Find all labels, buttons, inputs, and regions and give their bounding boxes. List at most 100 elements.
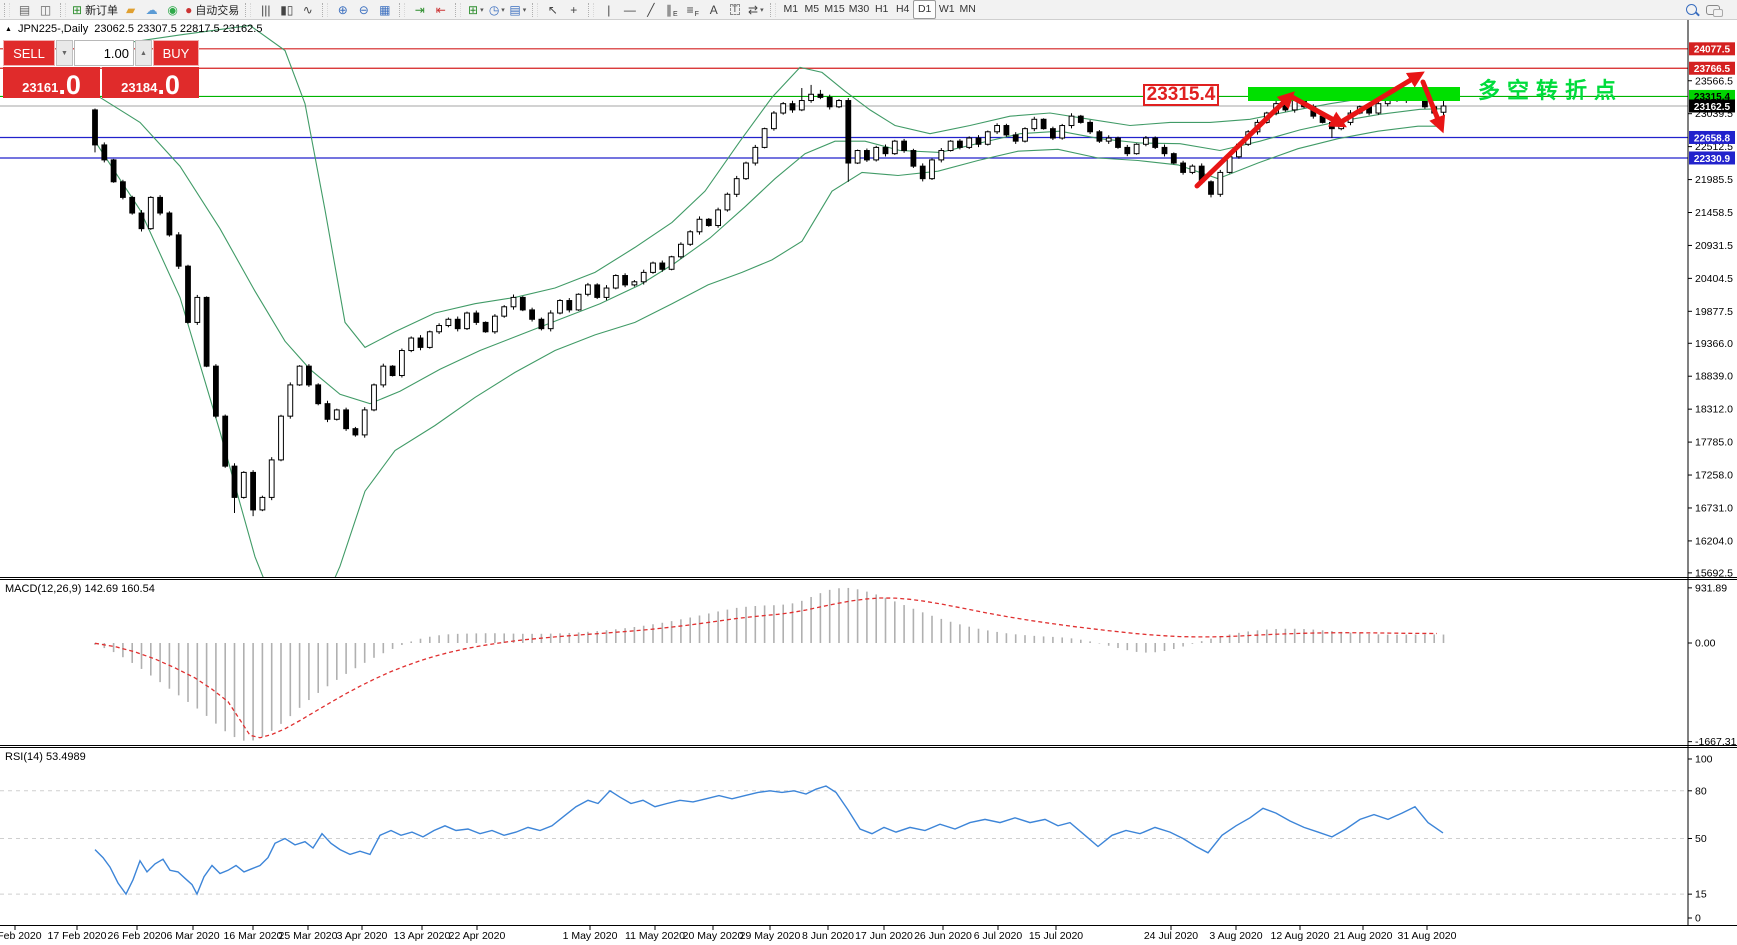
main-toolbar: ▤ ◫ ⊞ 新订单 ▰ ☁ ◉ ● 自动交易 ||| ▮▯ ∿ ⊕ ⊖ ▦ ⇥ ⇤ ⊞ ▾ ◷ ▾ ▤ ▾ ↖ + | — ╱ ∥ E ≡ F… <box>0 0 1737 20</box>
navigator-button[interactable]: ◫ <box>35 1 56 18</box>
chart-symbol-period: JPN225-,Daily <box>17 23 89 35</box>
buy-price-main: 23184 <box>121 79 158 95</box>
horizontal-level-lines[interactable] <box>0 48 1688 159</box>
periods-dropdown-icon[interactable]: ▾ <box>501 6 505 14</box>
sell-button[interactable]: SELL <box>3 40 55 66</box>
zoom-in-button[interactable]: ⊕ <box>332 1 353 18</box>
timeframe-w1-button[interactable]: W1 <box>936 1 957 18</box>
cursor-button[interactable]: ↖ <box>542 1 563 18</box>
eraser-button[interactable]: ▰ <box>120 1 141 18</box>
tile-windows-button[interactable]: ▦ <box>374 1 395 18</box>
candlestick-chart-button[interactable]: ▮▯ <box>276 1 297 18</box>
pivot-annotation-text[interactable]: 多空转折点 <box>1478 78 1624 103</box>
templates-dropdown-icon[interactable]: ▾ <box>522 6 527 14</box>
collapse-marker-icon[interactable]: ▲ <box>5 25 12 33</box>
templates-icon: ▤ <box>509 2 521 17</box>
svg-text:20404.5: 20404.5 <box>1695 273 1733 285</box>
sell-price-main: 23161 <box>22 79 59 95</box>
price-badge-23162.5 <box>1689 99 1735 113</box>
annotation-layer[interactable] <box>1194 71 1460 189</box>
equidistant-channel-button[interactable]: ∥ E <box>661 1 682 19</box>
svg-text:19366.0: 19366.0 <box>1695 338 1733 350</box>
timeframe-m15-button[interactable]: M15 <box>822 1 846 18</box>
svg-text:18312.0: 18312.0 <box>1695 404 1733 416</box>
vertical-line-button[interactable]: | <box>598 1 619 18</box>
add-indicator-dropdown-icon[interactable]: ▾ <box>480 6 484 14</box>
auto-scroll-button[interactable]: ⇥ <box>409 1 430 18</box>
templates-button[interactable]: ▤ ▾ <box>507 1 528 18</box>
svg-text:16 Mar 2020: 16 Mar 2020 <box>224 930 283 942</box>
svg-text:100: 100 <box>1695 754 1713 766</box>
buy-price[interactable]: 23184.0 <box>102 67 199 98</box>
candlestick-chart-icon: ▮▯ <box>280 2 294 17</box>
buy-button[interactable]: BUY <box>153 40 199 66</box>
svg-text:16204.0: 16204.0 <box>1695 535 1733 547</box>
toolbar-grip <box>60 2 66 17</box>
auto-trading-button[interactable]: ● 自动交易 <box>183 1 241 18</box>
arrows-dropdown-icon[interactable]: ▾ <box>760 6 764 14</box>
volume-increase-button[interactable]: ▲ <box>135 40 152 66</box>
chart-list-icon: ▤ <box>18 2 31 17</box>
price-callout-label[interactable]: 23315.4 <box>1143 84 1219 106</box>
resistance-zone <box>1248 87 1460 101</box>
cursor-icon: ↖ <box>547 2 558 17</box>
timeframe-h4-button[interactable]: H4 <box>892 1 913 18</box>
price-badge-24077.5 <box>1689 42 1735 56</box>
periods-button[interactable]: ◷ ▾ <box>486 1 507 18</box>
chart-shift-button[interactable]: ⇤ <box>430 1 451 18</box>
svg-text:25 Mar 2020: 25 Mar 2020 <box>279 930 338 942</box>
search-button[interactable] <box>1681 1 1702 18</box>
rsi-indicator-label: RSI(14) 53.4989 <box>5 751 86 763</box>
toolbar-grip <box>399 2 406 17</box>
text-button[interactable]: A <box>703 1 724 18</box>
volume-decrease-button[interactable]: ▼ <box>56 40 73 66</box>
fibonacci-button[interactable]: ≡ F <box>682 1 703 19</box>
svg-text:22330.9: 22330.9 <box>1694 154 1731 165</box>
price-axis[interactable]: 23566.523039.522512.521985.521458.520931… <box>1688 42 1735 579</box>
rsi-panel[interactable] <box>0 785 1688 896</box>
trendline-button[interactable]: ╱ <box>640 1 661 18</box>
line-chart-button[interactable]: ∿ <box>297 1 318 18</box>
new-order-button[interactable]: ⊞ 新订单 <box>70 1 120 18</box>
add-indicator-icon: ⊞ <box>468 2 479 17</box>
svg-text:8 Jun 2020: 8 Jun 2020 <box>802 930 854 942</box>
chart-shift-icon: ⇤ <box>435 2 446 17</box>
timeframe-mn-label: MN <box>959 3 976 16</box>
broadcast-button[interactable]: ◉ <box>162 1 183 18</box>
timeframe-m30-button[interactable]: M30 <box>847 1 871 18</box>
chart-title: ▲ JPN225-,Daily 23062.5 23307.5 22817.5 … <box>5 23 262 35</box>
zoom-out-button[interactable]: ⊖ <box>353 1 374 18</box>
svg-text:26 Feb 2020: 26 Feb 2020 <box>108 930 167 942</box>
crosshair-button[interactable]: + <box>563 1 584 18</box>
bars-chart-button[interactable]: ||| <box>255 1 276 18</box>
zoom-in-icon: ⊕ <box>337 2 348 17</box>
horizontal-line-button[interactable]: — <box>619 1 640 18</box>
add-indicator-button[interactable]: ⊞ ▾ <box>465 1 486 18</box>
timeframe-m5-button[interactable]: M5 <box>801 1 822 18</box>
chart-list-button[interactable]: ▤ <box>14 1 35 18</box>
timeframe-m15-label: M15 <box>824 3 845 16</box>
timeframe-mn-button[interactable]: MN <box>957 1 978 18</box>
candlesticks[interactable] <box>92 84 1447 517</box>
timeframe-m1-button[interactable]: M1 <box>780 1 801 18</box>
text-label-button[interactable]: T <box>724 1 745 18</box>
macd-panel[interactable] <box>94 587 1445 741</box>
toolbar-grip <box>770 2 777 17</box>
svg-text:24 Jul 2020: 24 Jul 2020 <box>1144 930 1198 942</box>
fibonacci-icon: ≡ <box>686 2 694 17</box>
volume-input[interactable] <box>74 40 134 66</box>
community-button[interactable] <box>1702 1 1723 18</box>
svg-text:13 Apr 2020: 13 Apr 2020 <box>394 930 451 942</box>
svg-text:12 Aug 2020: 12 Aug 2020 <box>1271 930 1330 942</box>
equidistant-channel-icon: ∥ <box>665 2 672 17</box>
sell-price[interactable]: 23161.0 <box>3 67 100 98</box>
toolbar-grip <box>245 2 252 17</box>
cloud-sync-icon: ☁ <box>145 2 158 17</box>
arrows-button[interactable]: ⇄ ▾ <box>745 1 766 18</box>
timeframe-h1-button[interactable]: H1 <box>871 1 892 18</box>
timeframe-d1-button[interactable]: D1 <box>913 0 937 19</box>
cloud-sync-button[interactable]: ☁ <box>141 1 162 18</box>
bollinger-bands <box>94 24 1445 577</box>
